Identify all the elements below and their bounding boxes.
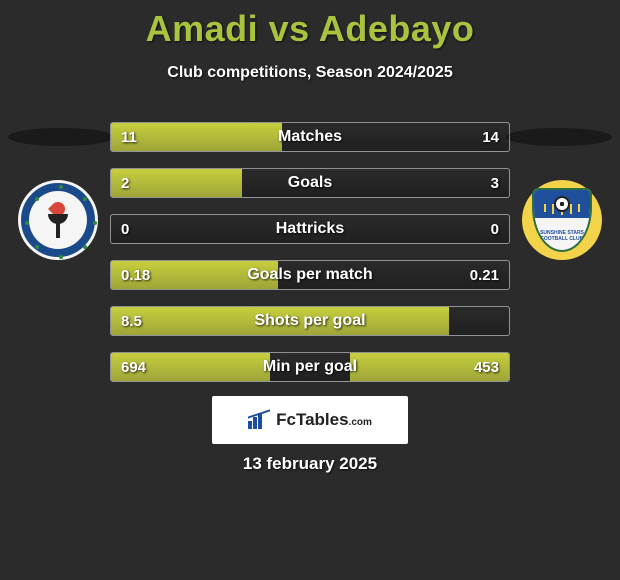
- fctables-link[interactable]: FcTables.com: [212, 396, 408, 444]
- fctables-text: FcTables.com: [276, 410, 372, 430]
- club-badge-right[interactable]: SUNSHINE STARSFOOTBALL CLUB: [522, 180, 602, 260]
- stat-label: Matches: [111, 123, 509, 151]
- stat-label: Min per goal: [111, 353, 509, 381]
- stat-value-right: 0.21: [470, 261, 499, 289]
- stat-label: Hattricks: [111, 215, 509, 243]
- stat-value-right: 0: [491, 215, 499, 243]
- badge-right-text: SUNSHINE STARSFOOTBALL CLUB: [534, 230, 590, 242]
- stat-row: 11Matches14: [110, 122, 510, 152]
- avatar-placeholder-left: [8, 128, 114, 146]
- stat-value-right: 3: [491, 169, 499, 197]
- stat-value-right: 453: [474, 353, 499, 381]
- stat-row: 2Goals3: [110, 168, 510, 198]
- subtitle: Club competitions, Season 2024/2025: [0, 64, 620, 82]
- stat-label: Goals per match: [111, 261, 509, 289]
- avatar-placeholder-right: [506, 128, 612, 146]
- widget-container: Amadi vs Adebayo Club competitions, Seas…: [0, 0, 620, 580]
- stat-row: 694Min per goal453: [110, 352, 510, 382]
- stats-panel: 11Matches14 2Goals3 0Hattricks0 0.18Goals p…: [110, 122, 510, 398]
- page-title: Amadi vs Adebayo: [0, 0, 620, 50]
- stat-label: Shots per goal: [111, 307, 509, 335]
- bar-chart-icon: [248, 411, 270, 429]
- stat-row: 0Hattricks0: [110, 214, 510, 244]
- stat-row: 8.5Shots per goal: [110, 306, 510, 336]
- stat-label: Goals: [111, 169, 509, 197]
- stat-value-right: 14: [482, 123, 499, 151]
- ball-icon: [554, 196, 570, 212]
- club-badge-left[interactable]: [18, 180, 98, 260]
- stat-row: 0.18Goals per match0.21: [110, 260, 510, 290]
- date-label: 13 february 2025: [0, 454, 620, 474]
- torch-icon: [46, 202, 70, 238]
